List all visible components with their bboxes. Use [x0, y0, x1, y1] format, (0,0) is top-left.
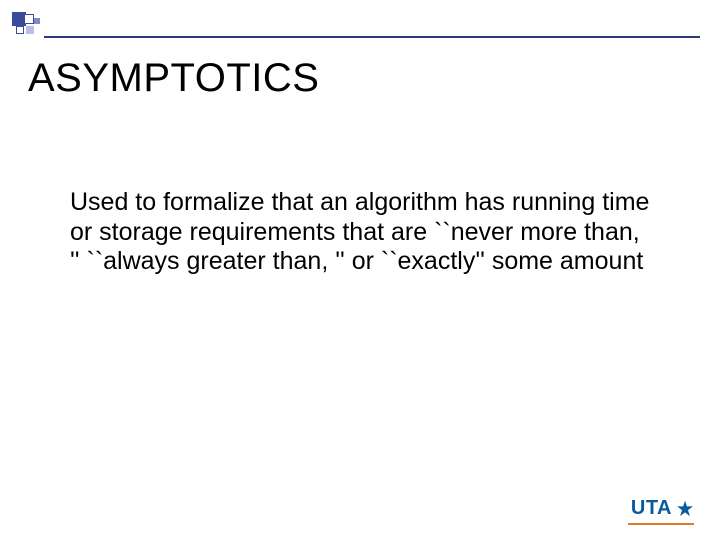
slide-body: Used to formalize that an algorithm has … [70, 188, 650, 277]
uta-logo: UTA [631, 497, 694, 520]
slide: ASYMPTOTICS Used to formalize that an al… [0, 0, 720, 540]
logo-text: UTA [631, 497, 672, 520]
deco-square [16, 26, 24, 34]
deco-square [24, 14, 34, 24]
logo-underline [628, 523, 694, 525]
deco-square [34, 18, 40, 24]
slide-title: ASYMPTOTICS [28, 56, 319, 101]
star-icon [676, 500, 694, 518]
top-rule [44, 36, 700, 38]
deco-square [26, 26, 34, 34]
